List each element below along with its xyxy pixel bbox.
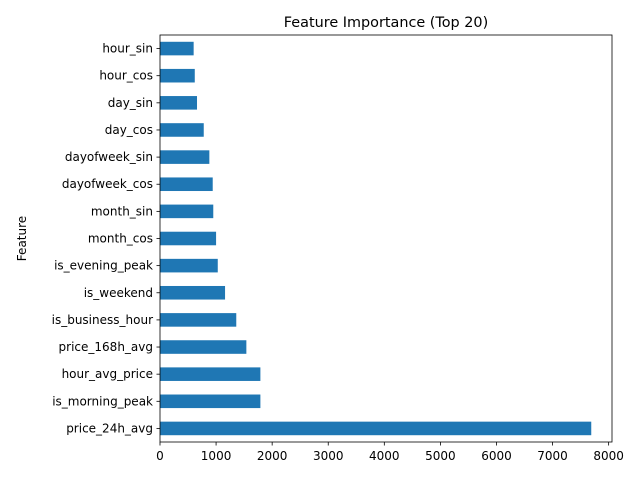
bar-hour-cos bbox=[160, 68, 195, 83]
y-tick-label: is_weekend bbox=[84, 286, 153, 300]
y-tick-label: is_evening_peak bbox=[54, 259, 153, 273]
bar-is-business-hour bbox=[160, 313, 237, 327]
x-tick-label: 7000 bbox=[537, 449, 568, 463]
x-tick-label: 4000 bbox=[369, 449, 400, 463]
bar-day-cos bbox=[160, 123, 204, 137]
x-ticks-group: 0 1000 2000 3000 4000 5000 6000 7000 8000 bbox=[156, 442, 624, 463]
y-tick-label: dayofweek_cos bbox=[62, 177, 153, 191]
bars-group bbox=[160, 41, 592, 436]
y-tick-label: hour_avg_price bbox=[62, 367, 153, 381]
y-tick-label: month_sin bbox=[91, 204, 153, 218]
bar-day-sin bbox=[160, 96, 198, 110]
y-tick-label: hour_cos bbox=[99, 69, 153, 83]
bar-hour-avg-price bbox=[160, 367, 261, 381]
bar-is-weekend bbox=[160, 285, 226, 300]
plot-frame bbox=[159, 34, 613, 443]
x-tick-label: 5000 bbox=[425, 449, 456, 463]
bar-price-24h-avg bbox=[160, 421, 592, 436]
y-tick-label: day_cos bbox=[105, 123, 153, 137]
y-tick-label: dayofweek_sin bbox=[65, 150, 153, 164]
y-axis-label: Feature bbox=[15, 216, 29, 261]
bar-month-cos bbox=[160, 231, 217, 246]
bar-price-168h-avg bbox=[160, 340, 247, 354]
x-tick-label: 1000 bbox=[201, 449, 232, 463]
bar-month-sin bbox=[160, 204, 214, 219]
x-tick-label: 0 bbox=[156, 449, 164, 463]
y-tick-label: day_sin bbox=[108, 96, 153, 110]
bar-is-evening-peak bbox=[160, 258, 218, 273]
chart-title: Feature Importance (Top 20) bbox=[284, 15, 488, 31]
y-tick-label: hour_sin bbox=[102, 42, 153, 56]
bar-hour-sin bbox=[160, 41, 194, 56]
x-tick-label: 2000 bbox=[257, 449, 288, 463]
y-tick-label: is_morning_peak bbox=[52, 394, 153, 408]
x-tick-label: 8000 bbox=[593, 449, 624, 463]
y-tick-label: is_business_hour bbox=[52, 313, 153, 327]
y-tick-label: price_24h_avg bbox=[66, 421, 153, 435]
bar-is-morning-peak bbox=[160, 394, 261, 409]
bar-dayofweek-sin bbox=[160, 150, 210, 164]
bar-dayofweek-cos bbox=[160, 177, 213, 192]
x-tick-label: 3000 bbox=[313, 449, 344, 463]
x-tick-label: 6000 bbox=[481, 449, 512, 463]
y-tick-label: price_168h_avg bbox=[59, 340, 153, 354]
y-ticks-group: hour_sin hour_cos day_sin day_cos dayofweek_… bbox=[52, 42, 160, 435]
y-tick-label: month_cos bbox=[88, 232, 153, 246]
